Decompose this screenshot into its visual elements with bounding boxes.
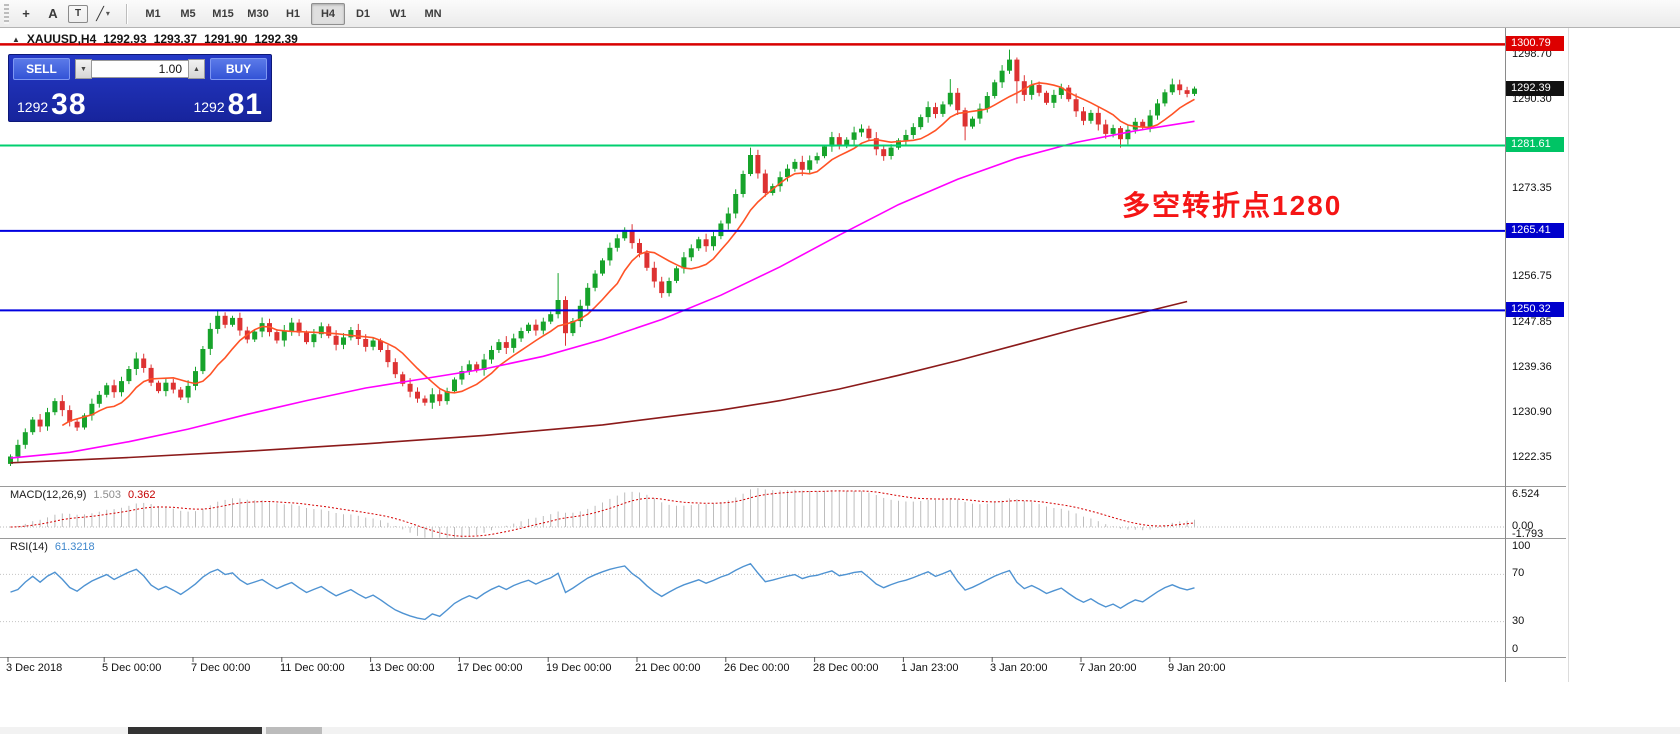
volume-decrease-icon[interactable]: ▼ bbox=[75, 59, 92, 79]
crosshair-icon[interactable]: + bbox=[22, 6, 30, 21]
price-scale[interactable] bbox=[1505, 28, 1568, 657]
volume-increase-icon[interactable]: ▲ bbox=[188, 59, 205, 79]
drawing-tools-group: + A T ╱ ▾ bbox=[14, 2, 118, 25]
rsi-pane[interactable] bbox=[0, 539, 1505, 657]
macd-name: MACD(12,26,9) bbox=[10, 489, 87, 501]
timeframe-m5-button[interactable]: M5 bbox=[180, 7, 196, 20]
text-icon[interactable]: A bbox=[48, 6, 58, 21]
macd-value-signal: 0.362 bbox=[127, 489, 156, 501]
sell-price-pips: 38 bbox=[51, 88, 87, 121]
buy-price: 1292 81 bbox=[193, 90, 263, 120]
ohlc-close: 1292.39 bbox=[254, 32, 298, 46]
volume-input[interactable]: 1.00 bbox=[92, 60, 188, 78]
macd-label: MACD(12,26,9) 1.503 0.362 bbox=[10, 489, 155, 501]
timeframe-m1-button[interactable]: M1 bbox=[145, 7, 161, 20]
volume-control: ▼ 1.00 ▲ bbox=[75, 59, 205, 79]
rsi-label: RSI(14) 61.3218 bbox=[10, 541, 95, 553]
bottom-fragment-light bbox=[266, 727, 322, 734]
rsi-value: 61.3218 bbox=[54, 541, 95, 553]
sell-price: 1292 38 bbox=[17, 90, 87, 120]
timeframe-m30-button[interactable]: M30 bbox=[247, 7, 269, 20]
buy-price-pips: 81 bbox=[227, 88, 263, 121]
timeframe-h4-button[interactable]: H4 bbox=[311, 2, 345, 25]
timeframes-group: M1 M5 M15 M30 H1 H4 D1 W1 MN bbox=[136, 2, 451, 25]
chart-header: ▲ XAUUSD,H4 1292.93 1293.37 1291.90 1292… bbox=[12, 32, 298, 46]
symbol-arrow-icon: ▲ bbox=[12, 34, 20, 44]
one-click-trading-panel: SELL ▼ 1.00 ▲ BUY 1292 38 1292 81 bbox=[8, 54, 272, 122]
timeframe-w1-button[interactable]: W1 bbox=[389, 7, 407, 20]
chart-annotation: 多空转折点1280 bbox=[1122, 190, 1343, 221]
ohlc-low: 1291.90 bbox=[204, 32, 248, 46]
macd-pane[interactable] bbox=[0, 487, 1505, 538]
bottom-fragment-dark bbox=[128, 727, 262, 734]
time-scale[interactable] bbox=[0, 657, 1566, 682]
buy-price-main: 1292 bbox=[193, 99, 225, 115]
macd-value-main: 1.503 bbox=[93, 489, 121, 501]
timeframe-m15-button[interactable]: M15 bbox=[212, 7, 234, 20]
toolbar-separator bbox=[126, 3, 128, 24]
timeframe-mn-button[interactable]: MN bbox=[424, 7, 442, 20]
ohlc-high: 1293.37 bbox=[153, 32, 198, 46]
timeframe-h1-button[interactable]: H1 bbox=[285, 7, 301, 20]
window-edge bbox=[1568, 28, 1569, 682]
toolbar-grip[interactable] bbox=[4, 3, 9, 24]
sell-button[interactable]: SELL bbox=[13, 58, 70, 80]
timeframe-d1-button[interactable]: D1 bbox=[355, 7, 371, 20]
rsi-name: RSI(14) bbox=[10, 541, 48, 553]
top-toolbar: + A T ╱ ▾ M1 M5 M15 M30 H1 H4 D1 W1 MN bbox=[0, 0, 1680, 28]
draw-tools-icon[interactable]: ╱ ▾ bbox=[96, 5, 110, 21]
bottom-edge-fragment bbox=[0, 727, 1680, 734]
buy-button[interactable]: BUY bbox=[210, 58, 267, 80]
text-label-icon[interactable]: T bbox=[68, 4, 88, 23]
chart-symbol-period: XAUUSD,H4 bbox=[26, 32, 97, 46]
ohlc-open: 1292.93 bbox=[103, 32, 147, 46]
sell-price-main: 1292 bbox=[17, 99, 49, 115]
